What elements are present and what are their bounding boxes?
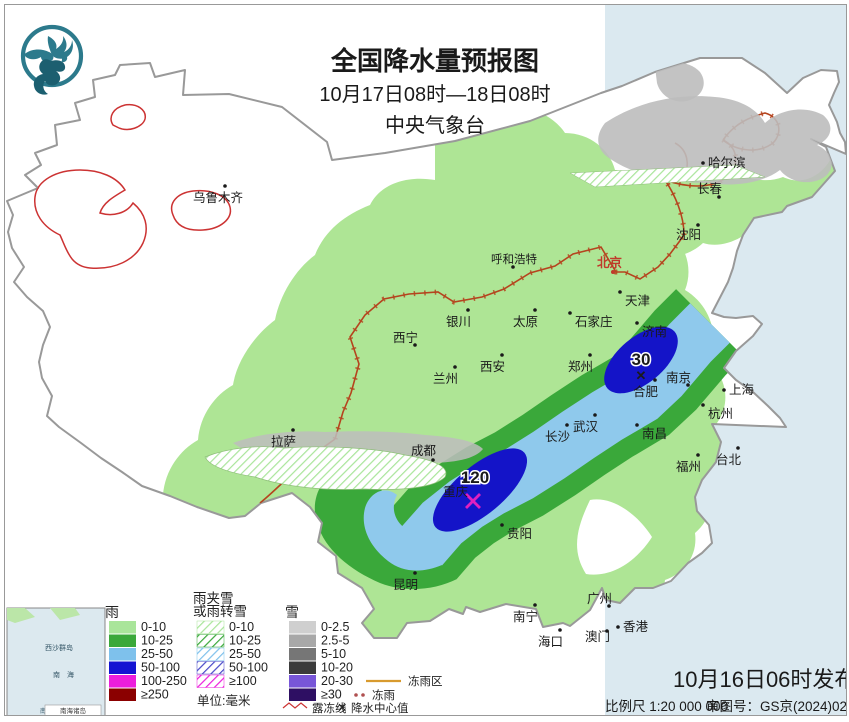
svg-text:台北: 台北 [716,452,742,467]
svg-text:南昌: 南昌 [642,426,667,441]
svg-text:香港: 香港 [623,620,649,634]
svg-text:100-250: 100-250 [141,674,187,688]
svg-text:审图号：GS京(2024)0236号: 审图号：GS京(2024)0236号 [706,699,846,714]
svg-text:合肥: 合肥 [633,384,659,399]
svg-text:中央气象台: 中央气象台 [385,114,485,137]
svg-text:成都: 成都 [411,444,437,458]
svg-text:全国降水量预报图: 全国降水量预报图 [330,46,539,76]
svg-text:重庆: 重庆 [443,484,469,499]
svg-text:天津: 天津 [625,294,650,308]
svg-text:10-20: 10-20 [321,661,353,675]
svg-text:南宁: 南宁 [513,609,538,624]
svg-text:西安: 西安 [480,359,505,374]
svg-text:✕: ✕ [636,368,647,383]
svg-text:20-30: 20-30 [321,674,353,688]
svg-text:冻雨: 冻雨 [372,688,395,702]
svg-text:南京: 南京 [666,370,691,385]
svg-text:50-100: 50-100 [141,661,180,675]
svg-text:2.5-5: 2.5-5 [321,634,350,648]
svg-text:西宁: 西宁 [393,330,418,345]
svg-text:25-50: 25-50 [141,647,173,661]
svg-text:太原: 太原 [513,314,538,329]
svg-text:或雨转雪: 或雨转雪 [193,604,247,619]
svg-text:0-2.5: 0-2.5 [321,620,350,634]
svg-text:郑州: 郑州 [568,359,593,374]
svg-text:北京: 北京 [597,255,623,270]
svg-text:呼和浩特: 呼和浩特 [491,252,537,266]
svg-text:50-100: 50-100 [229,661,268,675]
svg-text:✕: ✕ [337,701,347,715]
svg-text:≥250: ≥250 [141,688,169,702]
svg-text:≥30: ≥30 [321,688,342,702]
svg-text:银川: 银川 [446,315,471,329]
svg-text:武汉: 武汉 [573,420,599,434]
svg-text:10月16日06时发布: 10月16日06时发布 [673,667,846,692]
svg-text:兰州: 兰州 [433,372,458,386]
svg-text:≥100: ≥100 [229,674,257,688]
svg-text:25-50: 25-50 [229,647,261,661]
svg-text:乌鲁木齐: 乌鲁木齐 [193,190,244,205]
svg-text:单位:毫米: 单位:毫米 [197,693,251,708]
svg-text:0-10: 0-10 [229,620,254,634]
svg-text:石家庄: 石家庄 [575,314,613,329]
svg-text:长沙: 长沙 [545,430,571,444]
svg-text:杭州: 杭州 [708,406,733,421]
svg-text:冻雨区: 冻雨区 [408,674,443,688]
svg-text:贵阳: 贵阳 [507,527,532,541]
svg-text:澳门: 澳门 [585,629,610,644]
svg-text:雨: 雨 [105,604,119,620]
svg-text:长春: 长春 [697,182,723,196]
svg-text:拉萨: 拉萨 [271,434,296,449]
svg-text:哈尔滨: 哈尔滨 [708,155,746,170]
svg-text:10-25: 10-25 [141,634,173,648]
svg-text:30: 30 [632,350,651,369]
svg-text:雪: 雪 [285,604,299,620]
svg-text:海口: 海口 [538,634,563,649]
svg-text:沈阳: 沈阳 [676,227,701,242]
svg-text:降水中心值: 降水中心值 [351,701,409,715]
svg-text:10月17日08时—18日08时: 10月17日08时—18日08时 [319,83,550,106]
svg-text:福州: 福州 [676,459,701,474]
svg-text:5-10: 5-10 [321,647,346,661]
svg-text:上海: 上海 [729,382,755,397]
svg-text:10-25: 10-25 [229,634,261,648]
svg-text:昆明: 昆明 [393,578,418,592]
svg-text:济南: 济南 [642,324,667,339]
svg-text:0-10: 0-10 [141,620,166,634]
svg-text:广州: 广州 [587,592,612,606]
